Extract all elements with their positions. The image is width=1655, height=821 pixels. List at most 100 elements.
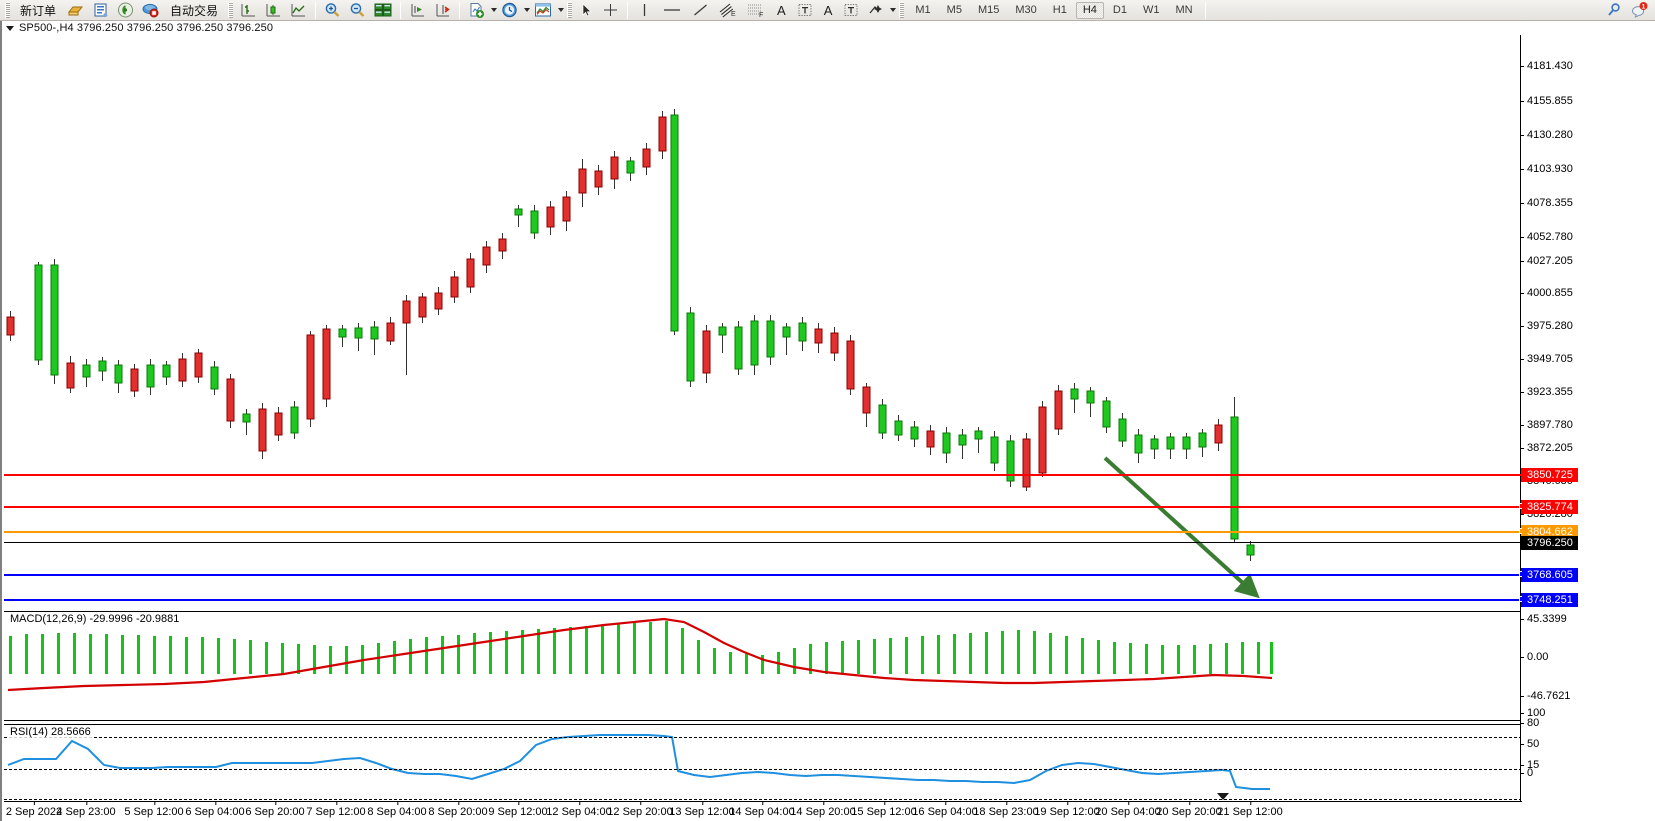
new-chart-dropdown-icon[interactable] <box>491 8 498 12</box>
notification-icon[interactable]: 1 <box>1627 1 1652 20</box>
autotrade-label: 自动交易 <box>170 3 219 18</box>
new-chart-icon[interactable] <box>465 1 488 20</box>
toolbar-grip-1[interactable] <box>5 2 10 18</box>
time-tick-14: 15 Sep 12:00 <box>851 801 917 818</box>
timeframe-h1[interactable]: H1 <box>1052 4 1067 16</box>
rsi-scale-15: 15 <box>1519 759 1539 771</box>
macd-scale-zero: 0.00 <box>1519 651 1548 663</box>
toolbar-separator-1 <box>315 1 317 19</box>
time-tick-1: 4 Sep 23:00 <box>56 801 116 818</box>
toolbar-separator-5 <box>1204 1 1206 19</box>
time-tick-9: 12 Sep 04:00 <box>546 801 612 818</box>
price-tick-8: 3975.280 <box>1520 320 1573 332</box>
resistance-line-2-badge[interactable]: 3825.774 <box>1521 500 1578 514</box>
toolbar-grip-3[interactable] <box>567 2 573 18</box>
target-line-2-badge[interactable]: 3748.251 <box>1521 593 1578 607</box>
rsi-scale-100: 100 <box>1519 707 1545 719</box>
text-icon-2[interactable]: A <box>818 1 839 20</box>
svg-text:E: E <box>731 11 736 18</box>
price-tick-5: 4052.780 <box>1520 231 1573 243</box>
candlestick-series <box>6 109 1255 561</box>
price-tick-4: 4078.355 <box>1520 197 1573 209</box>
target-line-1-badge[interactable]: 3768.605 <box>1521 568 1578 582</box>
vertical-line-icon[interactable] <box>633 1 656 20</box>
auto-scroll-icon[interactable] <box>431 1 454 20</box>
crosshair-icon[interactable] <box>599 1 622 20</box>
text-icon-2-glyph: A <box>823 2 833 18</box>
rsi-level-15 <box>4 799 1522 800</box>
time-tick-20: 21 Sep 12:00 <box>1217 801 1283 818</box>
new-order-button[interactable]: 新订单 <box>14 1 62 20</box>
time-tick-16: 18 Sep 23:00 <box>973 801 1039 818</box>
price-tick-1: 4155.855 <box>1520 95 1573 107</box>
time-tick-18: 20 Sep 04:00 <box>1095 801 1161 818</box>
chart-window[interactable]: SP500-,H4 3796.250 3796.250 3796.250 379… <box>0 21 1655 821</box>
period-dropdown-icon[interactable] <box>524 8 531 12</box>
timeframe-m30[interactable]: M30 <box>1015 4 1037 16</box>
price-tick-7: 4000.855 <box>1520 287 1573 299</box>
rsi-label: RSI(14) 28.5666 <box>8 726 93 738</box>
fibonacci-icon[interactable]: F <box>743 1 769 20</box>
notification-count: 1 <box>1642 4 1646 11</box>
gold-bar-icon[interactable] <box>64 1 87 20</box>
time-tick-10: 12 Sep 20:00 <box>607 801 673 818</box>
macd-scale-min: -46.7621 <box>1519 690 1570 702</box>
macd-series <box>7 617 1273 692</box>
zoom-out-icon[interactable] <box>346 1 369 20</box>
text-icon-glyph: A <box>777 2 786 18</box>
templates-icon[interactable] <box>531 1 555 20</box>
timeframe-m15[interactable]: M15 <box>977 4 1000 16</box>
tile-windows-icon[interactable] <box>371 1 395 20</box>
entry-line-badge[interactable]: 3804.662 <box>1521 525 1578 539</box>
chart-plot-area[interactable]: MACD(12,26,9) -29.9996 -20.9881 <box>4 35 1522 821</box>
search-icon[interactable] <box>1602 1 1625 20</box>
objects-icon[interactable] <box>864 1 887 20</box>
cursor-icon[interactable] <box>576 1 597 20</box>
autotrade-icon[interactable] <box>139 1 162 20</box>
candlestick-chart-icon[interactable] <box>262 1 285 20</box>
price-tick-9: 3949.705 <box>1520 353 1573 365</box>
objects-dropdown-icon[interactable] <box>890 8 897 12</box>
time-tick-4: 6 Sep 20:00 <box>245 801 305 818</box>
price-tick-0: 4181.430 <box>1520 60 1573 72</box>
timeframe-mn[interactable]: MN <box>1175 4 1193 16</box>
toolbar-grip-4[interactable] <box>899 2 905 18</box>
time-tick-0: 2 Sep 2022 <box>5 801 63 818</box>
new-order-label: 新订单 <box>20 3 57 18</box>
autotrade-button[interactable]: 自动交易 <box>164 1 224 20</box>
timeframe-m5[interactable]: M5 <box>946 4 962 16</box>
macd-pane[interactable]: MACD(12,26,9) -29.9996 -20.9881 <box>4 611 1522 721</box>
chart-shift-icon[interactable] <box>406 1 429 20</box>
toolbar-separator-3 <box>459 1 461 19</box>
time-tick-11: 13 Sep 12:00 <box>669 801 735 818</box>
text-label-icon[interactable] <box>794 1 816 20</box>
current-price-badge: 3796.250 <box>1521 536 1578 550</box>
time-tick-12: 14 Sep 04:00 <box>729 801 795 818</box>
timeframe-m1[interactable]: M1 <box>915 4 931 16</box>
chart-symbol-ohlc-label: SP500-,H4 3796.250 3796.250 3796.250 379… <box>19 22 274 34</box>
time-tick-7: 8 Sep 20:00 <box>428 801 488 818</box>
equidistant-channel-icon[interactable]: E <box>715 1 741 20</box>
resistance-line-1-badge[interactable]: 3850.725 <box>1521 468 1578 482</box>
text-icon[interactable]: A <box>771 1 792 20</box>
trendline-icon[interactable] <box>688 1 713 20</box>
bar-chart-icon[interactable] <box>237 1 260 20</box>
toolbar-grip-2[interactable] <box>228 2 234 18</box>
timeframe-h4[interactable]: H4 <box>1075 1 1104 19</box>
macd-label: MACD(12,26,9) -29.9996 -20.9881 <box>8 613 182 625</box>
text-label-icon-2[interactable] <box>840 1 862 20</box>
signals-icon[interactable] <box>114 1 137 20</box>
period-icon[interactable] <box>498 1 521 20</box>
zoom-in-icon[interactable] <box>321 1 344 20</box>
timeframe-w1[interactable]: W1 <box>1142 4 1160 16</box>
time-axis[interactable]: 2 Sep 2022 4 Sep 23:00 5 Sep 12:00 6 Sep… <box>4 793 1522 821</box>
chart-menu-triangle-icon[interactable] <box>6 25 14 31</box>
scroll-marker-icon[interactable] <box>1217 793 1229 800</box>
terminal-icon[interactable] <box>89 1 112 20</box>
price-axis[interactable]: 4181.430 4155.855 4130.280 4103.930 4078… <box>1519 35 1655 821</box>
price-pane[interactable] <box>4 35 1522 609</box>
templates-dropdown-icon[interactable] <box>558 8 565 12</box>
horizontal-line-icon[interactable] <box>658 1 686 20</box>
timeframe-d1[interactable]: D1 <box>1112 4 1127 16</box>
line-chart-icon[interactable] <box>287 1 310 20</box>
